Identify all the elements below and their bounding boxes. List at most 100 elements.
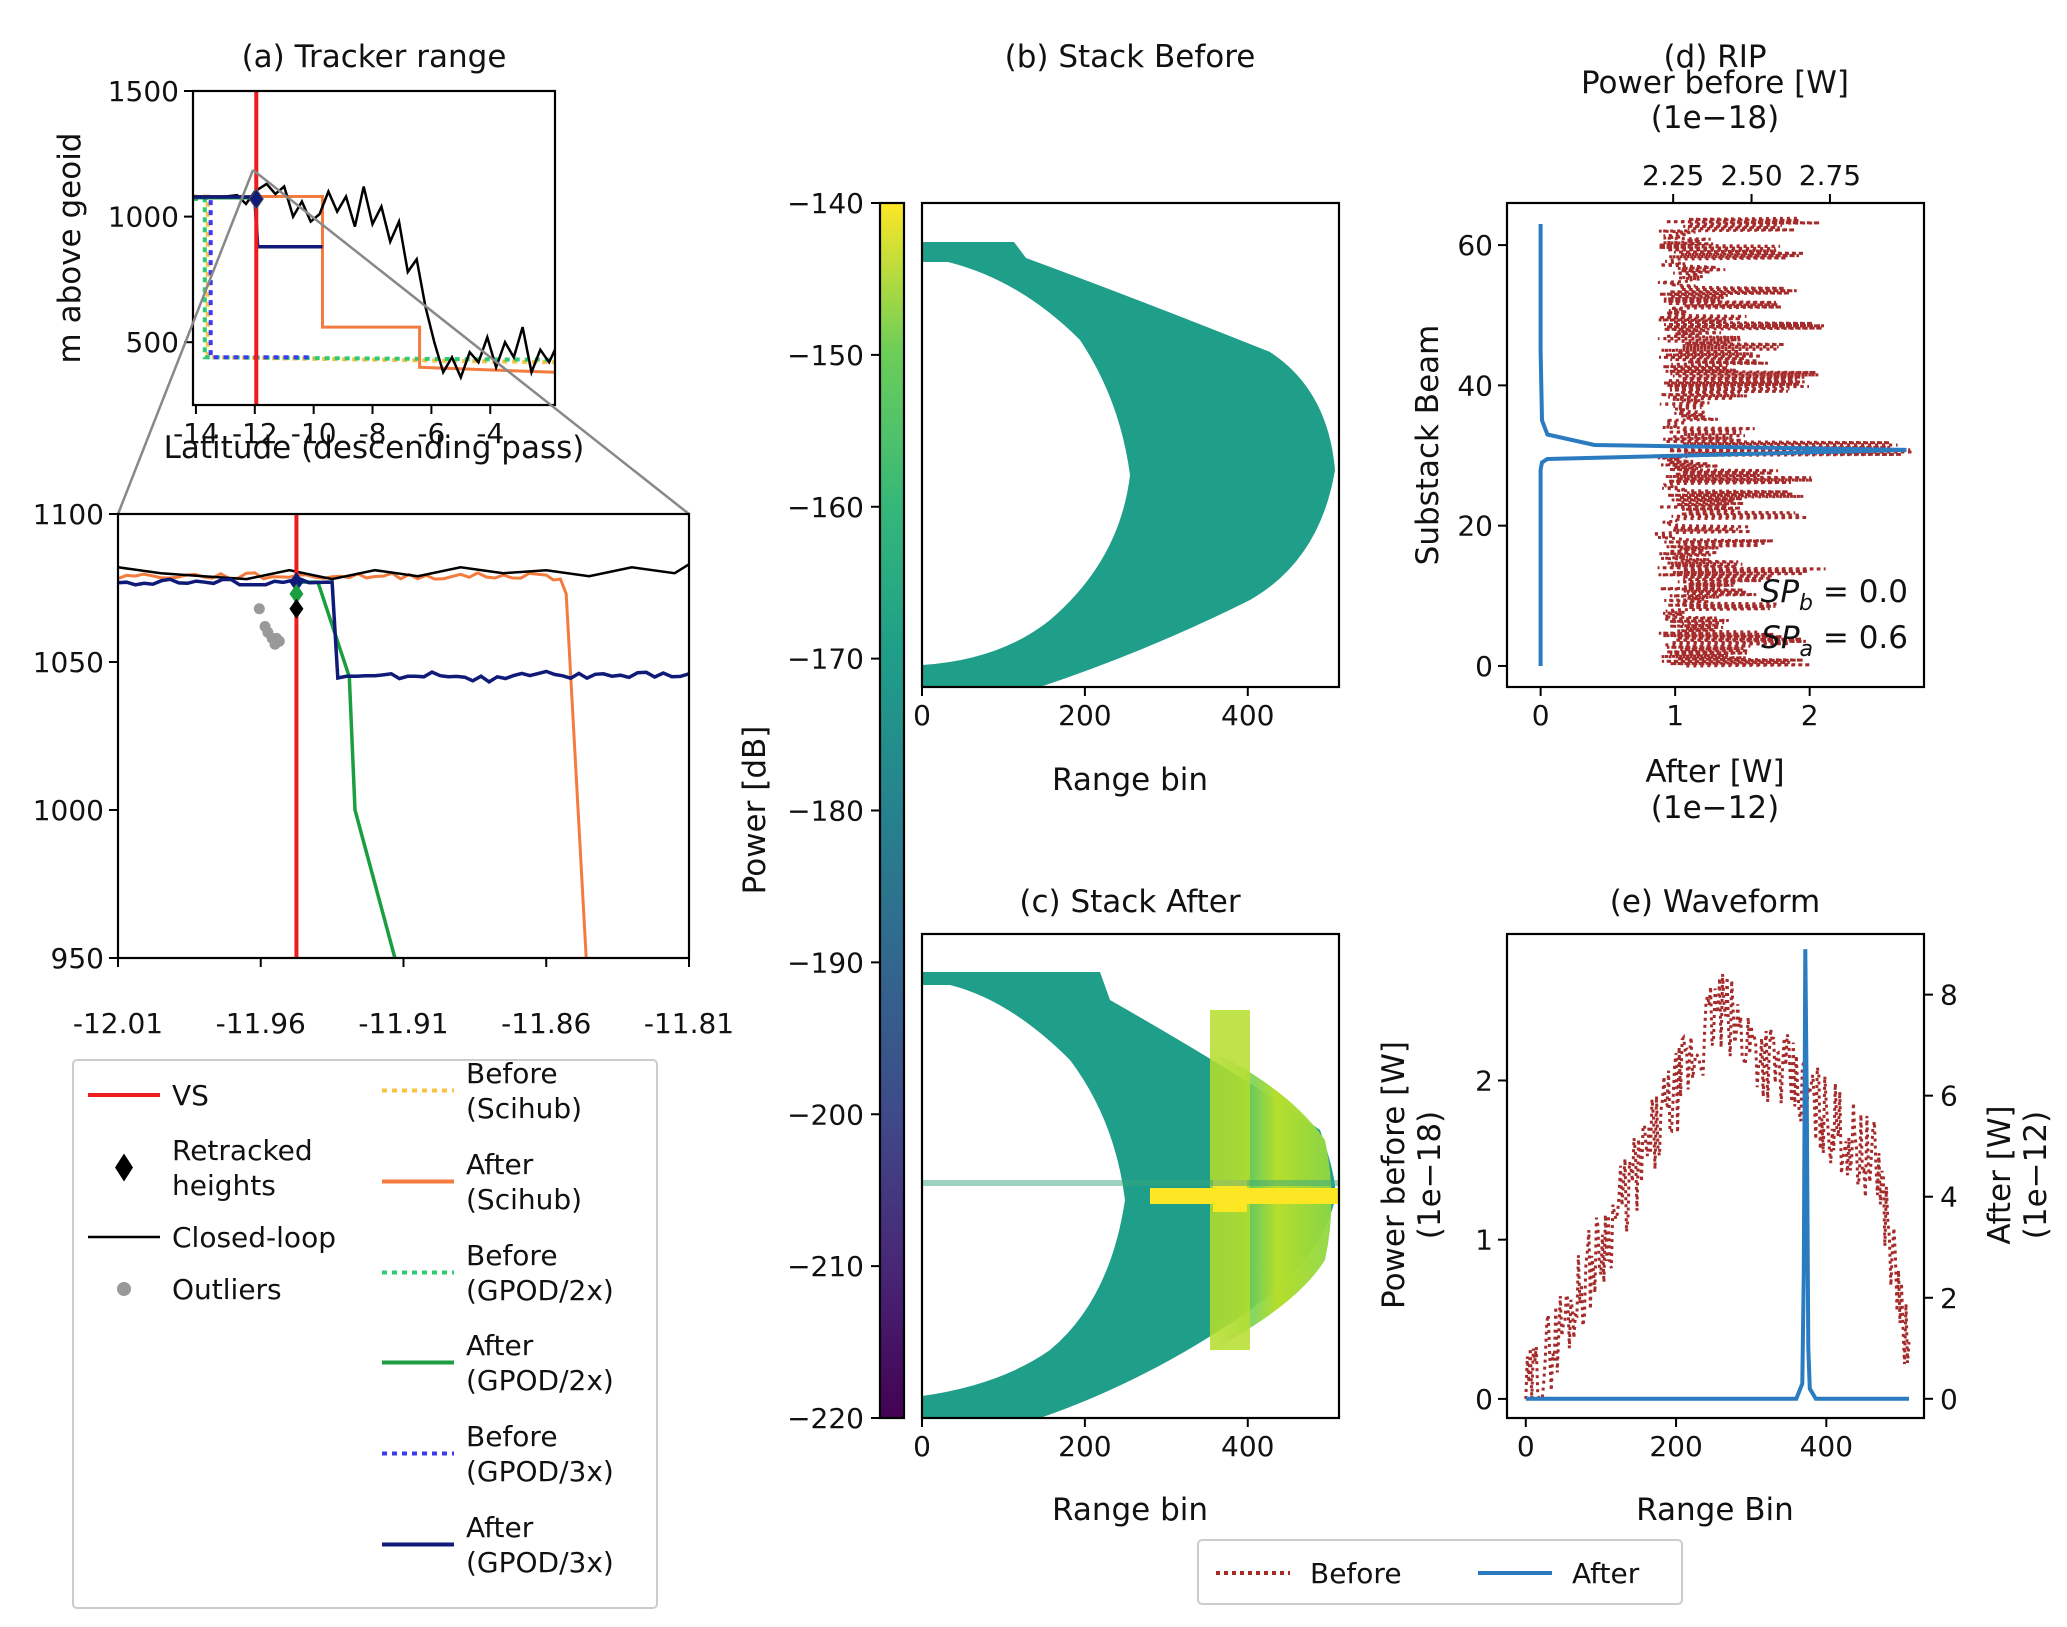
- panel-d-top-xlabel-scale: (1e−18): [1651, 100, 1779, 136]
- panel-d-ylabel: Substack Beam: [1410, 325, 1446, 566]
- panel-e-ytick-label: 1: [1475, 1224, 1493, 1257]
- colorbar-tick-label: −200: [787, 1098, 864, 1131]
- panel-a-series-before-gpod-2x-: [193, 197, 555, 362]
- legend-before-label: Before: [1310, 1557, 1402, 1590]
- panel-a-ytick-label: 500: [126, 326, 179, 359]
- panel-e-ytick-label: 2: [1475, 1064, 1493, 1097]
- colorbar-tick-label: −140: [787, 187, 864, 220]
- panel-a-ytick-label: 1500: [108, 75, 179, 108]
- zoom-xtick-label: -11.86: [501, 1007, 591, 1040]
- panel-a-zoom: -12.01 -11.96 -11.91 -11.86 -11.81 950 1000 105…: [33, 498, 734, 1040]
- panel-d-ytick-label: 20: [1457, 510, 1493, 543]
- panel-b-frame: [920, 201, 1341, 689]
- panel-b: (b) Stack Before 0 200 400 Range bin: [913, 39, 1341, 798]
- zoom-xtick-label: -11.81: [644, 1007, 734, 1040]
- panel-d-annotation-spa: SPa = 0.6: [1761, 620, 1908, 662]
- panel-e-right-ytick-label: 0: [1940, 1383, 1958, 1416]
- panel-c-xtick-label: 200: [1058, 1430, 1111, 1463]
- panel-e-y2label: After [W]: [1982, 1105, 2018, 1244]
- panel-d-xtick-label: 0: [1532, 699, 1550, 732]
- panel-a-xtick-label: -12: [232, 417, 278, 450]
- zoom-outlier-point: [273, 635, 285, 647]
- legend-after-gpod-3x-label: After: [466, 1511, 534, 1544]
- colorbar-tick-label: −210: [787, 1250, 864, 1283]
- colorbar: −140 −150 −160 −170 −180 −190 −200 −210 −220 Pow…: [737, 187, 906, 1435]
- panel-e-xlabel: Range Bin: [1636, 1492, 1794, 1528]
- panel-e-series-before: [1524, 973, 1911, 1401]
- legend-closed-loop-label: Closed-loop: [172, 1221, 336, 1254]
- legend-before-scihub-label-line2: (Scihub): [466, 1092, 582, 1125]
- colorbar-tick-label: −150: [787, 339, 864, 372]
- zoom-series-closed-loop: [118, 563, 689, 581]
- legend-vs-label: VS: [172, 1079, 209, 1112]
- legend-before-gpod-3x-label: Before: [466, 1420, 558, 1453]
- panel-c: (c) Stack After 0 200 400 Range bin: [913, 884, 1341, 1528]
- zoom-series-after-gpod-3x-: [118, 577, 689, 684]
- stack-after-image: [922, 972, 1339, 1418]
- panel-b-xlabel: Range bin: [1052, 762, 1208, 798]
- panel-e-ylabel-scale: (1e−18): [1412, 1111, 1448, 1239]
- panel-d: (d) RIP Power before [W] (1e−18) 0 1 2 2.25…: [1410, 39, 1926, 826]
- panel-c-frame: [920, 932, 1341, 1420]
- legend-bottom-box: [1197, 1539, 1683, 1605]
- colorbar-tick-label: −180: [787, 795, 864, 828]
- panel-e-ylabel: Power before [W]: [1376, 1041, 1412, 1309]
- panel-d-title: (d) RIP: [1663, 39, 1766, 75]
- zoom-xtick-label: -11.96: [216, 1007, 306, 1040]
- panel-a-xtick-label: -6: [417, 417, 445, 450]
- legend-retracked-heights-swatch: [115, 1153, 133, 1182]
- colorbar-tick-label: −160: [787, 491, 864, 524]
- legend-before-gpod-3x-label-line2: (GPOD/3x): [466, 1455, 614, 1488]
- colorbar-gradient: [880, 203, 904, 1418]
- panel-d-ytick-label: 60: [1457, 229, 1493, 262]
- panel-a-frame: [191, 89, 557, 407]
- panel-a-retracked-marker: [248, 188, 264, 210]
- legend-after-scihub-label-line2: (Scihub): [466, 1183, 582, 1216]
- colorbar-label: Power [dB]: [737, 726, 773, 895]
- panel-d-ytick-label: 0: [1475, 650, 1493, 683]
- legend-retracked-heights-label: Retracked: [172, 1134, 313, 1167]
- legend-retracked-heights-label-line2: heights: [172, 1169, 276, 1202]
- panel-d-xlabel-scale: (1e−12): [1651, 790, 1779, 826]
- panel-a-ytick-label: 1000: [108, 201, 179, 234]
- panel-a: (a) Tracker range -14 -12 -10 -8 -6 -4 500 1000…: [52, 39, 584, 466]
- panel-d-top-xtick-label: 2.25: [1642, 159, 1704, 192]
- panel-b-xtick-label: 0: [913, 699, 931, 732]
- panel-a-xtick-label: -10: [291, 417, 337, 450]
- zoom-xtick-label: -12.01: [73, 1007, 163, 1040]
- legend-before-gpod-2x-label: Before: [466, 1239, 558, 1272]
- legend-outliers-swatch: [117, 1282, 131, 1296]
- zoom-ytick-label: 1100: [33, 498, 104, 531]
- legend-left-box: [72, 1059, 658, 1609]
- zoom-outlier-point: [253, 603, 265, 615]
- legend-before-scihub-label: Before: [466, 1057, 558, 1090]
- panel-e-xtick-label: 0: [1517, 1430, 1535, 1463]
- panel-e-title: (e) Waveform: [1610, 884, 1820, 920]
- panel-a-ylabel: m above geoid: [52, 133, 88, 364]
- zoom-retracked-height-marker: [289, 598, 304, 619]
- panel-a-xtick-label: -8: [359, 417, 387, 450]
- panel-e-right-ytick-label: 4: [1940, 1181, 1958, 1214]
- panel-e-ytick-label: 0: [1475, 1383, 1493, 1416]
- legend-after-scihub-label: After: [466, 1148, 534, 1181]
- panel-a-xtick-label: -14: [173, 417, 219, 450]
- legend-after-gpod-2x-label-line2: (GPOD/2x): [466, 1364, 614, 1397]
- legend-after-label: After: [1572, 1557, 1640, 1590]
- panel-e-right-ytick-label: 8: [1940, 979, 1958, 1012]
- panel-e-right-ytick-label: 6: [1940, 1080, 1958, 1113]
- panel-a-xlabel: Latitude (descending pass): [164, 430, 585, 466]
- legend-after-gpod-3x-label-line2: (GPOD/3x): [466, 1546, 614, 1579]
- panel-d-xtick-label: 1: [1666, 699, 1684, 732]
- panel-e-frame: [1505, 932, 1926, 1420]
- zoom-retracked-height-marker: [289, 572, 304, 593]
- panel-c-title: (c) Stack After: [1019, 884, 1240, 920]
- legend-bottom: Before After: [1197, 1539, 1683, 1605]
- panel-d-annotation-spb: SPb = 0.0: [1761, 574, 1908, 616]
- zoom-ytick-label: 1050: [33, 646, 104, 679]
- panel-d-top-xlabel: Power before [W]: [1581, 65, 1849, 101]
- panel-e-series-after: [1525, 949, 1909, 1401]
- legend-after-gpod-2x-label: After: [466, 1329, 534, 1362]
- panel-c-xtick-label: 400: [1221, 1430, 1274, 1463]
- panel-d-frame: [1505, 201, 1926, 689]
